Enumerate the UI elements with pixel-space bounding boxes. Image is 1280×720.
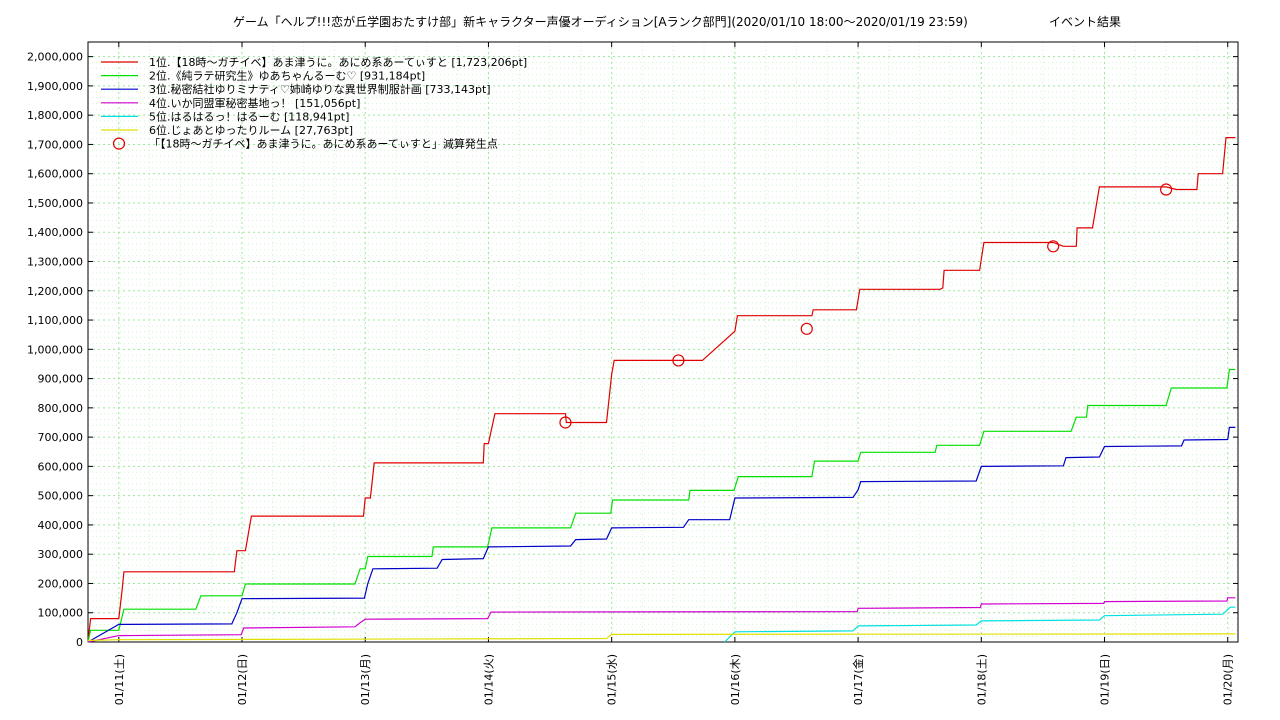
series-line-6 [87,633,1236,642]
x-axis: 01/11(土) 01/12(日) 01/13(月) 01/14(火) 01/15(水)… [113,42,1235,705]
x-tick-label: 01/13(月) [359,654,372,705]
y-axis: 0 100,000 200,000 300,000 400,000 500,000 600,… [27,51,1238,649]
y-tick-label: 1,400,000 [27,226,83,239]
subtraction-marker [800,322,813,335]
legend-marker-swatch [112,137,126,150]
x-tick-label: 01/16(木) [729,654,742,705]
subtraction-marker [672,354,685,367]
y-tick-label: 100,000 [38,607,84,620]
y-tick-label: 700,000 [38,431,84,444]
subtraction-marker [1160,183,1173,196]
legend: 1位.【18時〜ガチイベ】あま津うに。あにめ系あーてぃすと [1,723,206… [101,55,527,151]
series-lines [87,137,1236,643]
y-tick-label: 1,700,000 [27,138,83,151]
chart-title: ゲーム「ヘルプ!!!恋が丘学園おたすけ部」新キャラクター声優オーディション[Aラ… [233,14,968,29]
legend-entry-1: 1位.【18時〜ガチイベ】あま津うに。あにめ系あーてぃすと [1,723,206… [149,55,527,69]
plot-frame [87,41,1239,643]
y-tick-label: 1,600,000 [27,168,83,181]
x-tick-label: 01/12(日) [236,654,249,705]
x-tick-label: 01/17(金) [851,654,865,705]
y-tick-label: 1,500,000 [27,197,83,210]
x-tick-label: 01/15(水) [606,654,619,705]
series-line-1 [87,137,1236,643]
y-tick-label: 400,000 [38,519,84,532]
x-tick-label: 01/18(土) [975,654,988,705]
x-tick-label: 01/11(土) [113,654,126,705]
x-tick-label: 01/14(火) [482,654,495,705]
legend-entry-markers: 「【18時〜ガチイベ】あま津うに。あにめ系あーてぃすと」減算発生点 [149,137,498,151]
y-tick-label: 1,200,000 [27,285,83,298]
series-line-5 [724,606,1236,643]
chart-subtitle: イベント結果 [1049,15,1121,29]
series-line-2 [87,368,1236,643]
y-tick-label: 800,000 [38,402,84,415]
legend-entry-3: 3位.秘密結社ゆりミナティ♡姉崎ゆりな異世界制服計画 [733,143pt] [149,82,491,96]
y-tick-label: 1,100,000 [27,314,83,327]
y-tick-label: 2,000,000 [27,51,83,64]
y-tick-label: 600,000 [38,460,84,473]
legend-entry-6: 6位.じょあとゆったりルーム [27,763pt] [149,123,353,137]
legend-entry-4: 4位.いか同盟軍秘密基地っ！ [151,056pt] [149,96,360,110]
y-tick-label: 200,000 [38,577,84,590]
y-tick-label: 300,000 [38,548,84,561]
y-tick-label: 1,900,000 [27,80,83,93]
y-tick-label: 1,000,000 [27,343,83,356]
x-tick-label: 01/20(月) [1222,654,1235,705]
y-tick-label: 1,300,000 [27,256,83,269]
y-tick-label: 0 [76,636,83,649]
grid-lines [88,42,1238,642]
subtraction-marker [559,416,572,429]
x-tick-label: 01/19(日) [1099,654,1112,705]
y-tick-label: 500,000 [38,490,84,503]
series-line-4 [87,597,1236,643]
subtraction-marker [1047,240,1060,253]
legend-entry-5: 5位.はるはるっ！はるーむ [118,941pt] [149,109,349,123]
y-tick-label: 900,000 [38,373,84,386]
legend-entry-2: 2位.《純ラテ研究生》ゆあちゃんるーむ♡ [931,184pt] [149,69,425,83]
series-line-3 [87,426,1236,643]
subtraction-markers [559,183,1173,429]
y-tick-label: 1,800,000 [27,109,83,122]
